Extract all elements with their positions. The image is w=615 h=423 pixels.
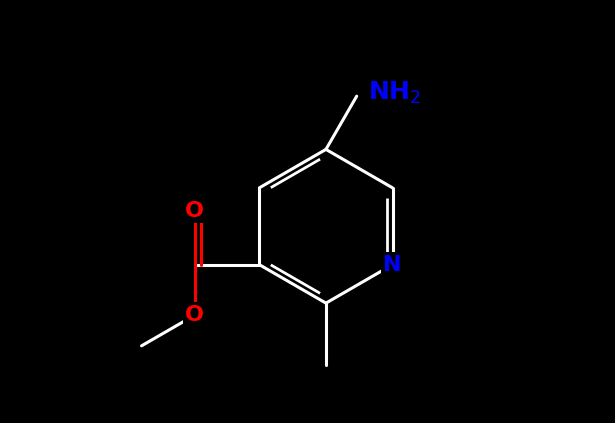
- Text: NH$_2$: NH$_2$: [368, 80, 421, 106]
- Text: N: N: [383, 255, 402, 275]
- Text: O: O: [185, 305, 204, 325]
- Text: O: O: [185, 201, 204, 220]
